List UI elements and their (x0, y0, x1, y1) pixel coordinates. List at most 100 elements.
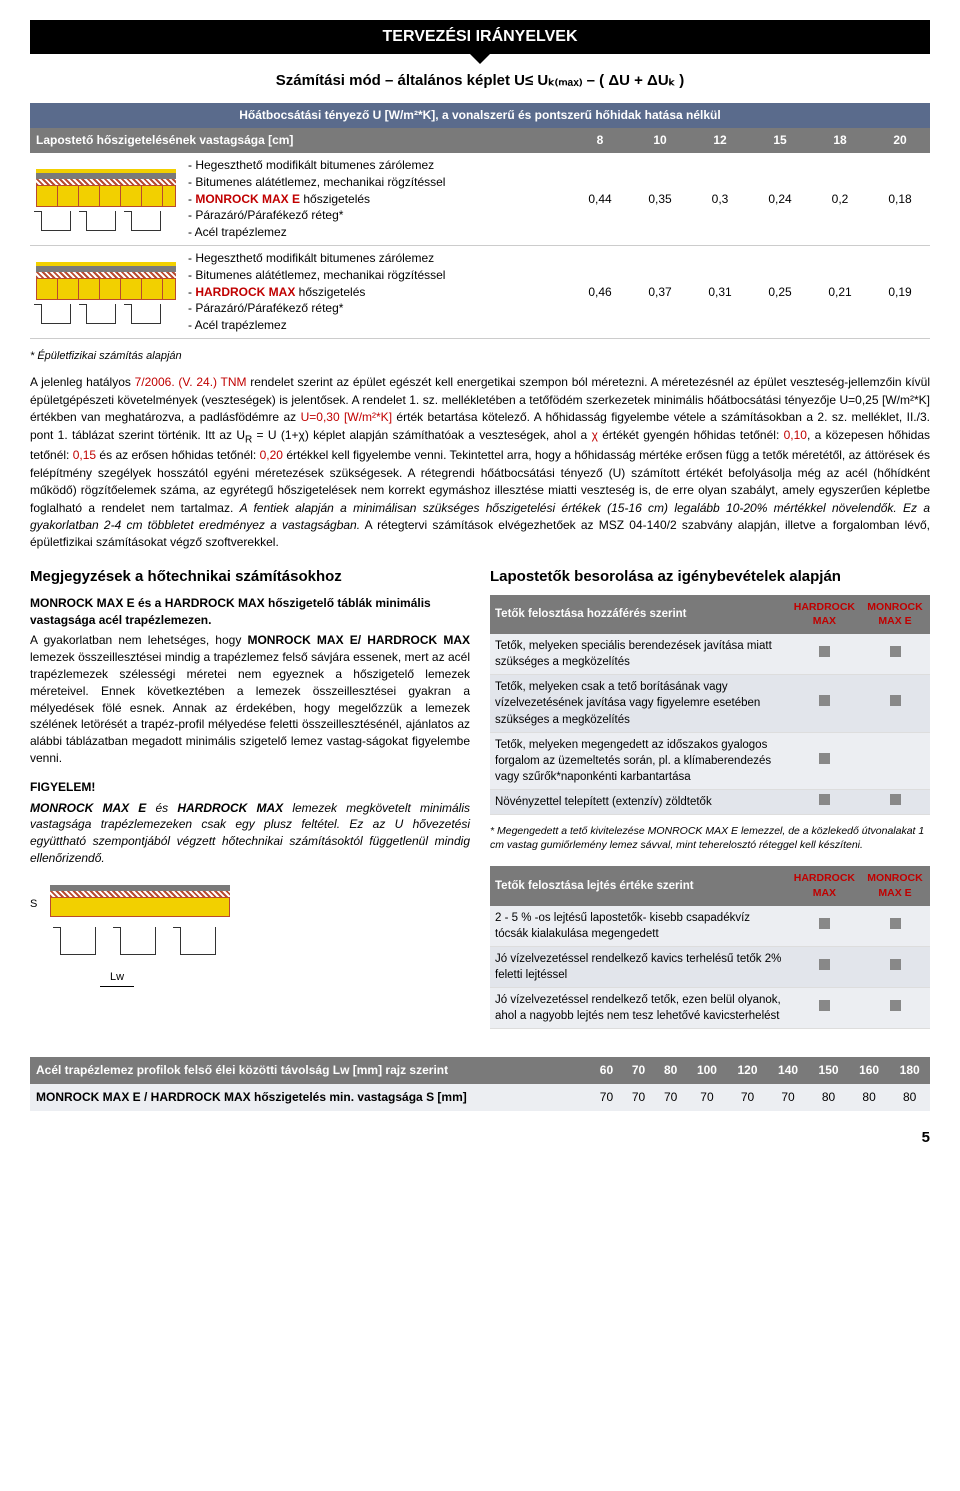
t1-head: Tetők felosztása hozzáférés szerint (490, 595, 789, 634)
val-a-0: 0,44 (570, 153, 630, 245)
val-b-5: 0,19 (870, 245, 930, 338)
bv-6: 150 (808, 1057, 849, 1084)
val-a-5: 0,18 (870, 153, 930, 245)
mark-hardrock (789, 789, 860, 814)
layer-item: Párazáró/Párafékező réteg* (188, 207, 564, 224)
val-b-4: 0,21 (810, 245, 870, 338)
t1-col-monrock: MONROCK MAX E (860, 595, 930, 634)
col-15: 15 (750, 128, 810, 153)
layer-item: Bitumenes alátétlemez, mechanikai rögzít… (188, 267, 564, 284)
val-b-1: 0,37 (630, 245, 690, 338)
mark-hardrock (789, 634, 860, 675)
page-number: 5 (30, 1127, 930, 1148)
bd-1: 70 (623, 1084, 655, 1111)
mark-monrock (860, 675, 930, 732)
classify-table-2: Tetők felosztása lejtés értéke szerint H… (490, 866, 930, 1029)
t1-footnote: * Megengedett a tető kivitelezése MONROC… (490, 825, 930, 852)
layer-item: MONROCK MAX E hőszigetelés (188, 191, 564, 208)
col-10: 10 (630, 128, 690, 153)
classify-row-text: Tetők, melyeken csak a tető borításának … (490, 675, 789, 732)
bd-0: 70 (590, 1084, 622, 1111)
diagram-hardrock (30, 245, 182, 338)
classify-row-text: 2 - 5 % -os lejtésű lapostetők- kisebb c… (490, 906, 789, 947)
val-b-3: 0,25 (750, 245, 810, 338)
bv-1: 70 (623, 1057, 655, 1084)
layer-item: Hegeszthető modifikált bitumenes zárólem… (188, 157, 564, 174)
right-heading: Lapostetők besorolása az igénybevételek … (490, 566, 930, 587)
right-column: Lapostetők besorolása az igénybevételek … (490, 566, 930, 1039)
bd-3: 70 (687, 1084, 728, 1111)
bd-6: 80 (808, 1084, 849, 1111)
t2-col-hardrock: HARDROCK MAX (789, 866, 860, 905)
spec-table-title: Hőátbocsátási tényező U [W/m²*K], a vona… (30, 103, 930, 128)
col-8: 8 (570, 128, 630, 153)
val-b-2: 0,31 (690, 245, 750, 338)
mark-monrock (860, 988, 930, 1029)
bd-2: 70 (655, 1084, 687, 1111)
t2-col-monrock: MONROCK MAX E (860, 866, 930, 905)
layer-item: Acél trapézlemez (188, 317, 564, 334)
page-header: TERVEZÉSI IRÁNYELVEK (30, 20, 930, 54)
bv-5: 140 (768, 1057, 809, 1084)
val-a-1: 0,35 (630, 153, 690, 245)
body-paragraph: A jelenleg hatályos 7/2006. (V. 24.) TNM… (30, 374, 930, 551)
mark-hardrock (789, 732, 860, 789)
table-footnote: * Épületfizikai számítás alapján (30, 349, 930, 364)
lw-label: Lw (100, 970, 134, 986)
mark-hardrock (789, 946, 860, 987)
bv-7: 160 (849, 1057, 890, 1084)
subtitle: Számítási mód – általános képlet U≤ Uₖ₍ₘ… (30, 70, 930, 91)
mark-monrock (860, 732, 930, 789)
layer-item: Bitumenes alátétlemez, mechanikai rögzít… (188, 174, 564, 191)
mark-monrock (860, 946, 930, 987)
t1-col-hardrock: HARDROCK MAX (789, 595, 860, 634)
layer-item: Acél trapézlemez (188, 224, 564, 241)
bd-7: 80 (849, 1084, 890, 1111)
warning-label: FIGYELEM! (30, 779, 470, 796)
col-20: 20 (870, 128, 930, 153)
left-sub: MONROCK MAX E és a HARDROCK MAX hősziget… (30, 595, 470, 629)
val-a-2: 0,3 (690, 153, 750, 245)
classify-row-text: Tetők, melyeken megengedett az időszakos… (490, 732, 789, 789)
layer-item: HARDROCK MAX hőszigetelés (188, 284, 564, 301)
layers-monrock: Hegeszthető modifikált bitumenes zárólem… (182, 153, 570, 245)
mark-monrock (860, 634, 930, 675)
layer-item: Hegeszthető modifikált bitumenes zárólem… (188, 250, 564, 267)
bv-4: 120 (727, 1057, 768, 1084)
mini-diagram: S Lw (30, 877, 230, 987)
t2-head: Tetők felosztása lejtés értéke szerint (490, 866, 789, 905)
s-label: S (30, 897, 37, 912)
mark-hardrock (789, 906, 860, 947)
bottom-table: Acél trapézlemez profilok felső élei köz… (30, 1057, 930, 1111)
left-paragraph: A gyakorlatban nem lehetséges, hogy MONR… (30, 632, 470, 766)
col-18: 18 (810, 128, 870, 153)
mark-hardrock (789, 675, 860, 732)
bv-3: 100 (687, 1057, 728, 1084)
layers-hardrock: Hegeszthető modifikált bitumenes zárólem… (182, 245, 570, 338)
classify-table-1: Tetők felosztása hozzáférés szerint HARD… (490, 595, 930, 815)
diagram-monrock (30, 153, 182, 245)
bottom-row1-label: Acél trapézlemez profilok felső élei köz… (30, 1057, 590, 1084)
col-12: 12 (690, 128, 750, 153)
classify-row-text: Tetők, melyeken speciális berendezések j… (490, 634, 789, 675)
bottom-row2-label: MONROCK MAX E / HARDROCK MAX hőszigetelé… (30, 1084, 590, 1111)
layer-item: Párazáró/Párafékező réteg* (188, 300, 564, 317)
thickness-label: Lapostető hőszigetelésének vastagsága [c… (30, 128, 570, 153)
bd-5: 70 (768, 1084, 809, 1111)
bv-8: 180 (889, 1057, 930, 1084)
mark-monrock (860, 906, 930, 947)
classify-row-text: Növényzettel telepített (extenzív) zöldt… (490, 789, 789, 814)
classify-row-text: Jó vízelvezetéssel rendelkező tetők, eze… (490, 988, 789, 1029)
bv-0: 60 (590, 1057, 622, 1084)
bd-8: 80 (889, 1084, 930, 1111)
bd-4: 70 (727, 1084, 768, 1111)
left-column: Megjegyzések a hőtechnikai számításokhoz… (30, 566, 470, 1039)
classify-row-text: Jó vízelvezetéssel rendelkező kavics ter… (490, 946, 789, 987)
mark-monrock (860, 789, 930, 814)
val-a-4: 0,2 (810, 153, 870, 245)
val-a-3: 0,24 (750, 153, 810, 245)
bv-2: 80 (655, 1057, 687, 1084)
mark-hardrock (789, 988, 860, 1029)
left-heading: Megjegyzések a hőtechnikai számításokhoz (30, 566, 470, 587)
spec-table: Hőátbocsátási tényező U [W/m²*K], a vona… (30, 103, 930, 339)
